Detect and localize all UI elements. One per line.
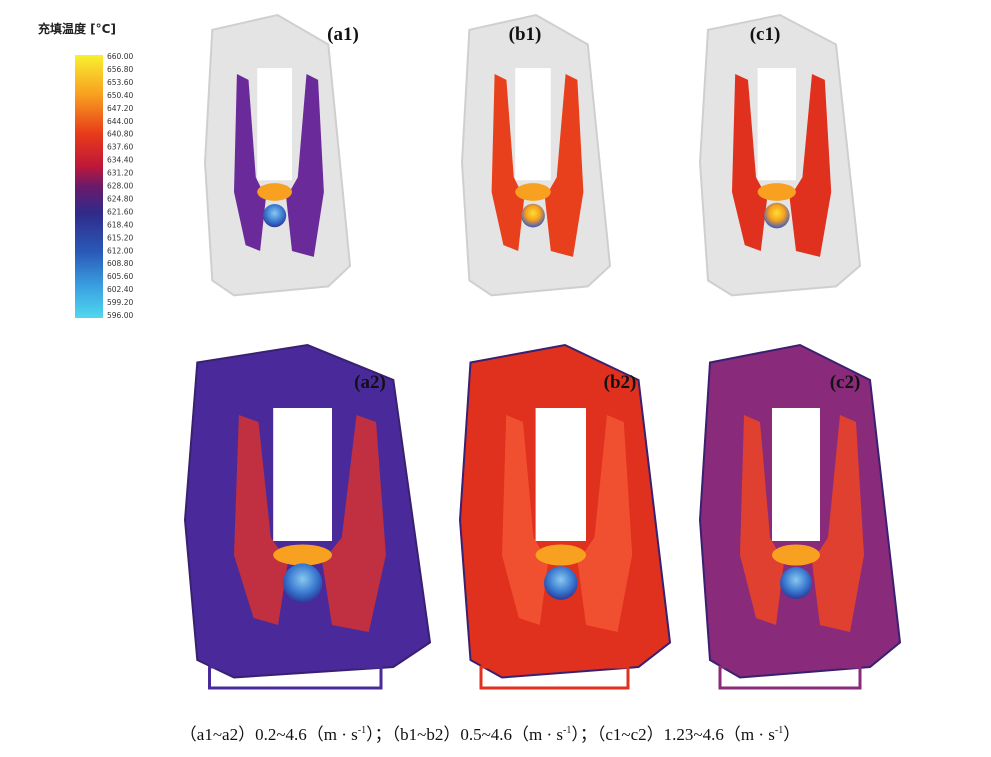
colorbar-tick-label: 615.20 — [107, 233, 133, 242]
window — [535, 408, 586, 541]
right-wing — [286, 74, 324, 257]
left-wing — [732, 74, 768, 251]
hot-spot — [535, 544, 586, 566]
colorbar-tick-label: 631.20 — [107, 169, 133, 178]
panel-label: (a1) — [327, 24, 359, 45]
caption-text: ） — [783, 725, 800, 744]
hot-spot — [757, 183, 796, 201]
casting-image — [698, 13, 862, 297]
colorbar-tick-label: 660.00 — [107, 52, 133, 61]
colorbar-tick-label: 599.20 — [107, 298, 133, 307]
colorbar-tick-label: 656.80 — [107, 65, 133, 74]
casting-gate — [479, 665, 630, 690]
window — [257, 68, 292, 181]
colorbar-tick-label: 605.60 — [107, 272, 133, 281]
legend-title: 充填温度 [°C] — [38, 21, 116, 36]
panel-label: (b2) — [604, 372, 637, 393]
casting-image — [460, 13, 612, 297]
sprue-ball — [263, 204, 287, 228]
right-wing — [544, 74, 584, 257]
hot-spot — [257, 183, 292, 201]
sprue-ball — [521, 203, 545, 228]
colorbar-tick-label: 618.40 — [107, 220, 133, 229]
panel-label: (a2) — [354, 372, 386, 393]
left-wing — [502, 415, 549, 625]
sprue-ball — [283, 563, 323, 603]
colorbar-tick-label: 596.00 — [107, 311, 133, 320]
window — [273, 408, 332, 541]
sprue-ball — [780, 567, 812, 599]
colorbar-tick-label: 640.80 — [107, 130, 133, 139]
colorbar-tick-label: 634.40 — [107, 156, 133, 165]
casting-image — [458, 343, 672, 690]
left-wing — [491, 74, 525, 251]
right-wing — [577, 415, 633, 632]
casting-gate — [718, 665, 862, 690]
right-wing — [812, 415, 864, 632]
colorbar-tick-label: 647.20 — [107, 104, 133, 113]
colorbar-tick-label: 624.80 — [107, 194, 133, 203]
hot-spot — [772, 544, 820, 566]
colorbar-tick-label: 650.40 — [107, 91, 133, 100]
panel-label: (b1) — [509, 24, 542, 45]
caption: （a1~a2）0.2~4.6（m · s-1）；（b1~b2）0.5~4.6（m… — [180, 725, 800, 744]
colorbar-tick-label: 644.00 — [107, 117, 133, 126]
left-wing — [740, 415, 784, 625]
caption-superscript: -1 — [563, 725, 571, 736]
colorbar-tick-label: 653.60 — [107, 78, 133, 87]
panel-label: (c1) — [750, 24, 781, 45]
colorbar — [75, 55, 103, 318]
colorbar-tick-label: 608.80 — [107, 259, 133, 268]
caption-text: ）； — [571, 725, 597, 744]
caption-superscript: -1 — [358, 725, 366, 736]
caption-text: （a1~a2）0.2~4.6（m · s — [180, 725, 358, 744]
right-wing — [322, 415, 386, 632]
left-wing — [234, 415, 288, 625]
casting-image — [183, 343, 432, 690]
window — [515, 68, 551, 181]
caption-text: ）； — [366, 725, 392, 744]
casting-image — [203, 13, 352, 297]
right-wing — [789, 74, 832, 257]
casting-image — [698, 343, 902, 690]
hot-spot — [273, 544, 332, 566]
colorbar-tick-label: 612.00 — [107, 246, 133, 255]
casting-gate — [208, 665, 383, 690]
colorbar-tick-label: 637.60 — [107, 143, 133, 152]
left-wing — [234, 74, 266, 251]
panel-label: (c2) — [830, 372, 861, 393]
colorbar-tick-label: 628.00 — [107, 182, 133, 191]
colorbar-tick-label: 602.40 — [107, 285, 133, 294]
colorbar-tick-label: 621.60 — [107, 207, 133, 216]
caption-superscript: -1 — [775, 725, 783, 736]
window — [757, 68, 796, 181]
caption-text: （c1~c2）1.23~4.6（m · s — [597, 725, 775, 744]
hot-spot — [515, 183, 551, 201]
caption-text: （b1~b2）0.5~4.6（m · s — [392, 725, 563, 744]
sprue-ball — [544, 566, 578, 600]
window — [772, 408, 820, 541]
sprue-ball — [764, 202, 790, 229]
